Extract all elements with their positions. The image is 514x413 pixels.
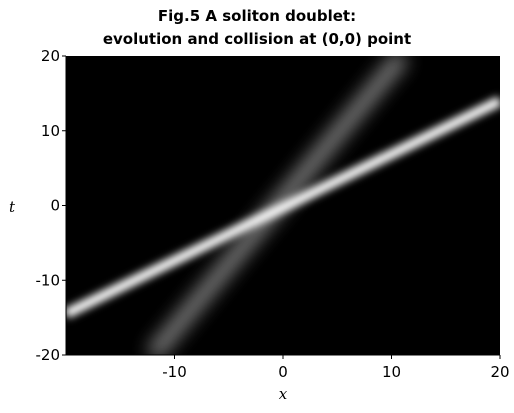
- x-tick-label: -10: [162, 363, 187, 381]
- ridge: [66, 96, 500, 319]
- x-tick-label: 20: [490, 363, 509, 381]
- plot-area: [66, 56, 500, 355]
- y-tick-label: 0: [50, 197, 60, 215]
- y-tick-label: 20: [41, 47, 60, 65]
- y-tick-label: -10: [36, 271, 61, 289]
- x-tick-label: 0: [278, 363, 288, 381]
- y-axis-label: t: [9, 198, 16, 216]
- x-axis-label: x: [279, 385, 288, 403]
- y-tick-label: -20: [36, 346, 61, 364]
- chart-title: Fig.5 A soliton doublet:: [158, 7, 356, 25]
- chart-title: evolution and collision at (0,0) point: [103, 30, 411, 48]
- x-tick-label: 10: [382, 363, 401, 381]
- y-tick-label: 10: [41, 122, 60, 140]
